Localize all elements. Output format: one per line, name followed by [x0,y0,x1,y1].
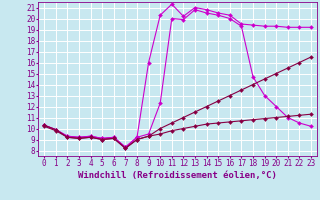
X-axis label: Windchill (Refroidissement éolien,°C): Windchill (Refroidissement éolien,°C) [78,171,277,180]
